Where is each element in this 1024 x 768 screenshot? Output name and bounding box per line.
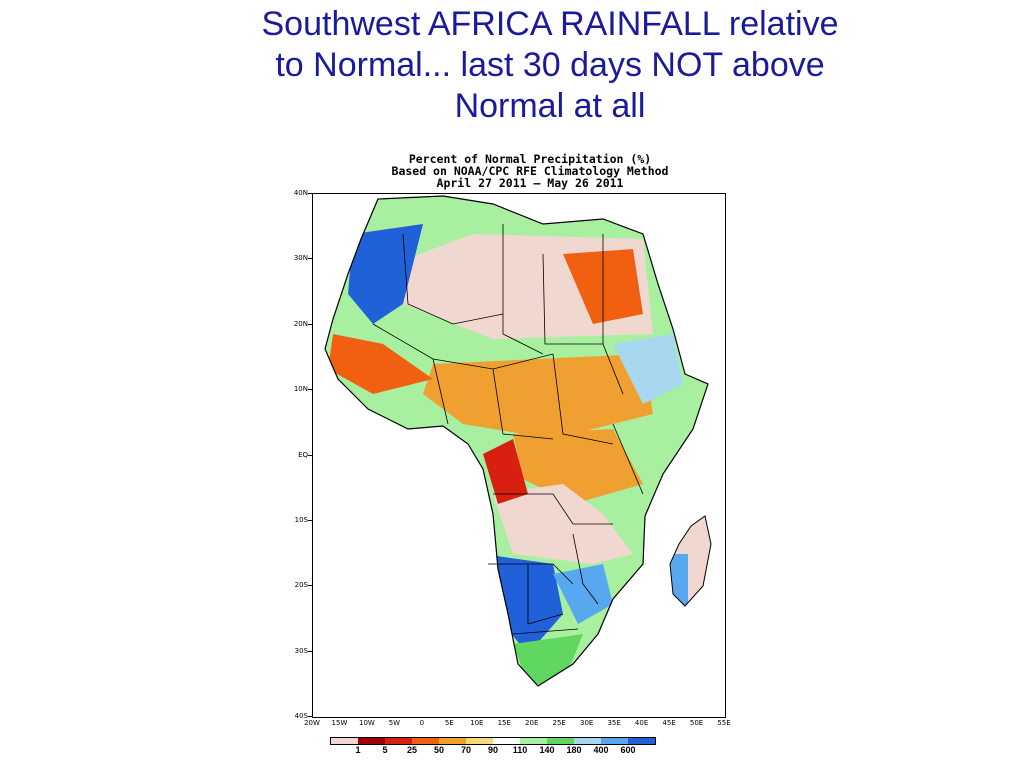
africa-coastline <box>324 195 709 687</box>
latitude-tick-mark <box>308 650 313 652</box>
longitude-tick-label: 35E <box>607 719 621 727</box>
longitude-tick-label: 40E <box>634 719 649 727</box>
latitude-tick-mark <box>308 716 313 717</box>
legend-label: 600 <box>620 745 636 755</box>
longitude-tick-label: 5E <box>444 719 454 727</box>
longitude-tick-label: 15W <box>331 719 348 727</box>
latitude-tick-label: 30S <box>294 646 308 655</box>
latitude-tick-label: 10N <box>293 385 308 394</box>
longitude-tick-label: 30E <box>579 719 594 727</box>
map-header: Percent of Normal Precipitation (%) Base… <box>300 153 760 189</box>
latitude-tick-label: 40N <box>293 189 308 197</box>
legend-swatch <box>385 738 412 744</box>
legend-swatch <box>628 738 655 744</box>
legend-label: 140 <box>539 745 555 755</box>
longitude-tick-label: 20W <box>304 719 320 727</box>
legend-swatch <box>520 738 547 744</box>
longitude-tick-label: 45E <box>662 719 676 727</box>
legend-swatch <box>493 738 520 744</box>
legend-swatch <box>547 738 574 744</box>
map-date-range: April 27 2011 – May 26 2011 <box>436 176 624 190</box>
slide-title: Southwest AFRICA RAINFALL relative to No… <box>261 5 839 125</box>
legend-label: 25 <box>406 745 417 755</box>
latitude-tick-label: 20N <box>293 319 308 328</box>
latitude-tick-mark <box>308 454 313 456</box>
madagascar-shading <box>670 516 711 606</box>
mainland-shading <box>325 196 708 686</box>
latitude-tick-mark <box>308 585 313 587</box>
longitude-tick-label: 15E <box>497 719 511 727</box>
legend-label: 5 <box>382 745 388 755</box>
latitude-tick-label: 20S <box>294 581 308 590</box>
latitude-tick-label: 30N <box>293 254 308 263</box>
latitude-tick-mark <box>308 193 313 194</box>
legend-swatch <box>574 738 601 744</box>
latitude-tick-label: 40S <box>294 712 308 720</box>
legend-swatch <box>439 738 466 744</box>
legend-swatch <box>331 738 358 744</box>
map-subtitle: Based on NOAA/CPC RFE Climatology Method <box>391 164 669 178</box>
legend-swatch <box>358 738 385 744</box>
legend-label: 1 <box>355 745 361 755</box>
precipitation-map <box>312 193 726 718</box>
legend-swatch <box>466 738 493 744</box>
legend-swatch <box>412 738 439 744</box>
legend-swatch <box>601 738 628 744</box>
legend-label: 90 <box>487 745 498 755</box>
country-borders <box>372 224 644 635</box>
latitude-tick-label: 10S <box>294 515 308 524</box>
legend-label: 110 <box>512 745 528 755</box>
legend-label: 50 <box>433 745 444 755</box>
longitude-tick-label: 5W <box>388 719 401 727</box>
longitude-tick-label: 20E <box>525 719 539 727</box>
legend-bar <box>330 737 656 745</box>
latitude-tick-mark <box>308 389 313 391</box>
legend-label: 70 <box>460 745 471 755</box>
longitude-tick-label: 10W <box>359 719 375 727</box>
longitude-tick-label: 55E <box>717 719 731 727</box>
longitude-tick-label: 25E <box>552 719 566 727</box>
latitude-tick-label: EQ <box>298 450 308 459</box>
latitude-tick-mark <box>308 519 313 521</box>
longitude-tick-label: 10E <box>470 719 484 727</box>
longitude-tick-label: 0 <box>419 719 425 727</box>
latitude-tick-mark <box>308 258 313 260</box>
map-title: Percent of Normal Precipitation (%) <box>408 152 652 166</box>
legend-label: 180 <box>566 745 582 755</box>
longitude-tick-label: 50E <box>689 719 704 727</box>
madagascar-coastline <box>669 515 712 607</box>
legend-label: 400 <box>593 745 609 755</box>
africa-map-svg <box>324 195 712 687</box>
latitude-tick-mark <box>308 323 313 325</box>
